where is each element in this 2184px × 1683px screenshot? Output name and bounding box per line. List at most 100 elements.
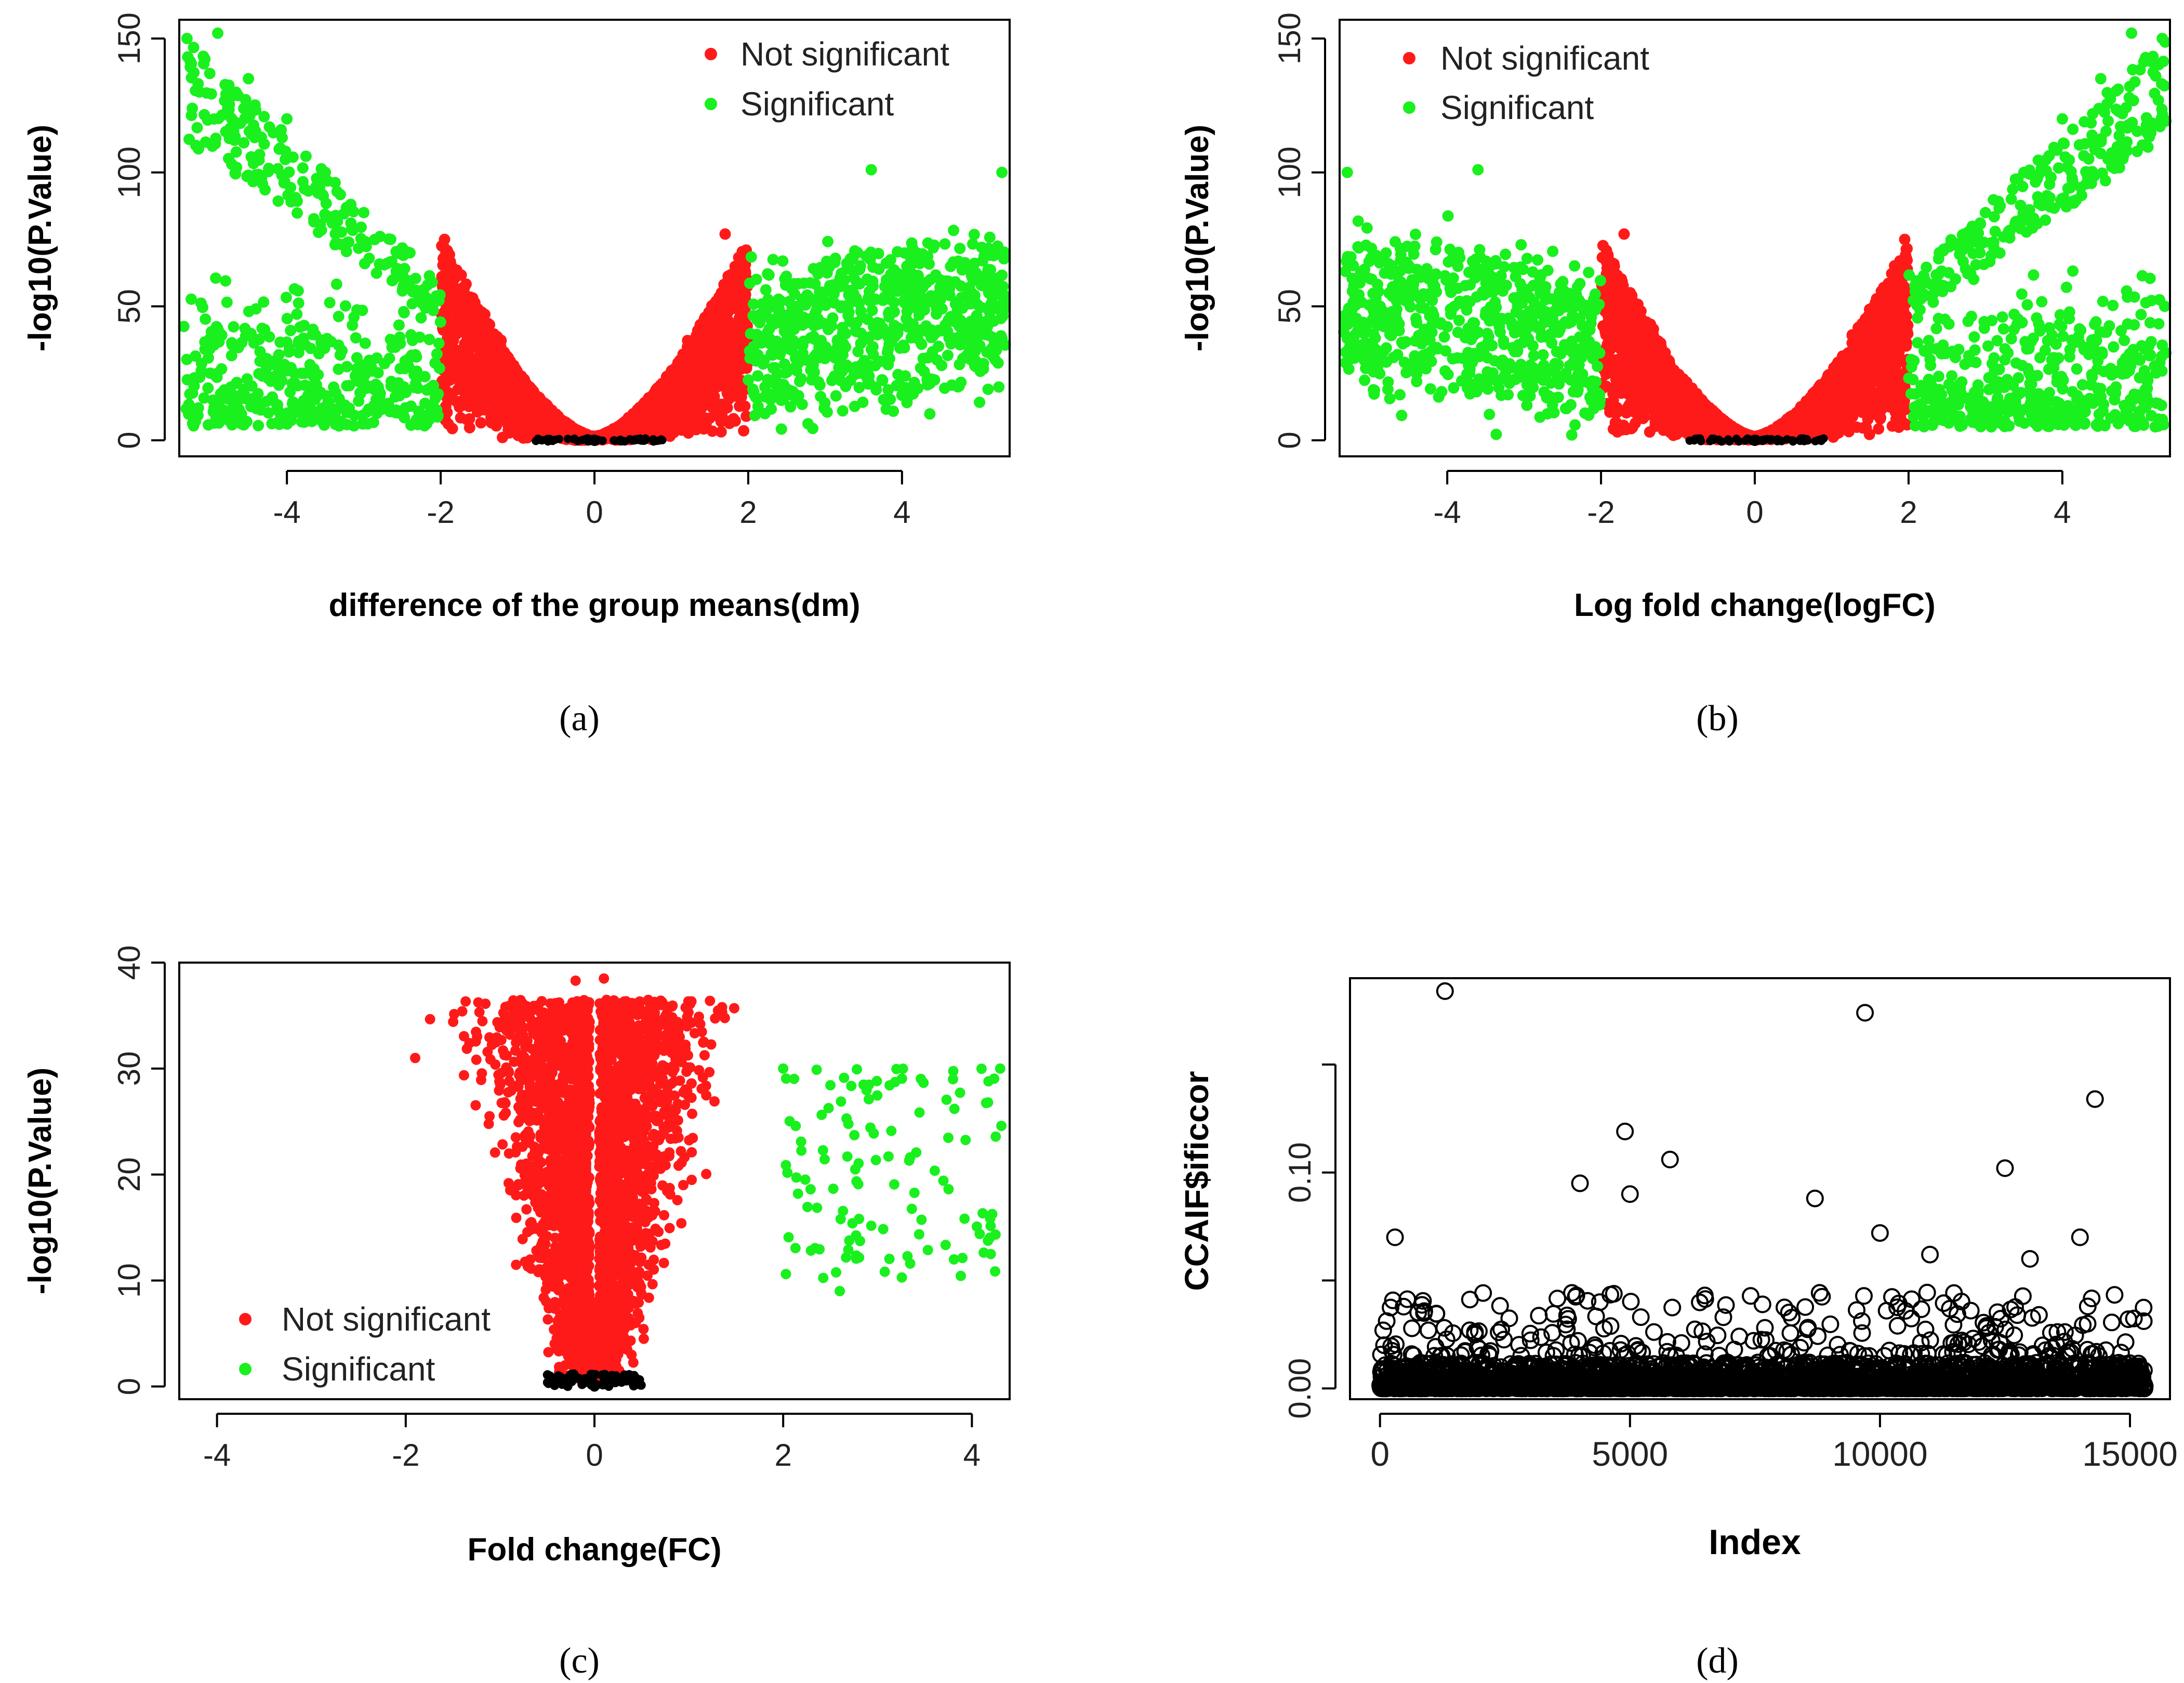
data-point bbox=[341, 380, 353, 392]
data-point bbox=[712, 364, 724, 376]
data-point bbox=[398, 306, 409, 318]
data-point bbox=[293, 297, 305, 309]
data-point bbox=[847, 253, 859, 265]
data-point bbox=[865, 246, 877, 258]
data-point bbox=[220, 126, 232, 138]
data-point bbox=[819, 397, 831, 409]
data-point bbox=[236, 387, 248, 399]
data-point bbox=[693, 373, 705, 385]
data-point bbox=[330, 237, 342, 249]
data-point bbox=[464, 422, 475, 433]
data-point bbox=[725, 363, 737, 375]
data-point bbox=[748, 345, 760, 357]
data-point bbox=[823, 323, 835, 335]
data-point bbox=[723, 387, 735, 399]
data-point bbox=[319, 208, 331, 220]
data-point bbox=[843, 289, 855, 301]
data-point bbox=[961, 261, 973, 273]
data-point bbox=[207, 406, 219, 418]
data-point bbox=[210, 272, 222, 284]
data-point bbox=[376, 403, 388, 415]
data-point bbox=[307, 379, 319, 391]
data-point bbox=[819, 352, 831, 364]
data-point bbox=[967, 238, 978, 250]
y-tick-label: 150 bbox=[112, 12, 147, 64]
data-point bbox=[808, 262, 819, 274]
data-point bbox=[837, 405, 849, 417]
data-point bbox=[286, 398, 298, 410]
data-point bbox=[763, 269, 775, 281]
data-point bbox=[828, 297, 840, 309]
data-point bbox=[563, 435, 572, 443]
data-point bbox=[963, 281, 975, 293]
data-point bbox=[194, 371, 206, 383]
data-point bbox=[917, 248, 928, 260]
y-tick-label: 50 bbox=[112, 289, 147, 324]
data-point bbox=[258, 352, 270, 364]
data-point bbox=[219, 407, 231, 419]
data-point bbox=[228, 321, 240, 333]
data-point bbox=[254, 333, 265, 345]
data-point bbox=[433, 337, 445, 349]
data-point bbox=[696, 326, 708, 337]
data-point bbox=[901, 260, 913, 272]
data-point bbox=[266, 418, 278, 430]
data-point bbox=[710, 349, 722, 361]
data-point bbox=[973, 341, 985, 352]
data-point bbox=[986, 296, 998, 308]
data-point bbox=[821, 267, 833, 279]
data-point bbox=[487, 417, 499, 429]
data-point bbox=[863, 292, 874, 304]
data-point bbox=[641, 403, 653, 415]
data-point bbox=[455, 412, 467, 424]
data-point bbox=[779, 279, 791, 291]
data-point bbox=[905, 332, 917, 344]
data-point bbox=[238, 102, 250, 114]
data-point bbox=[361, 406, 373, 418]
data-point bbox=[972, 299, 984, 311]
data-point bbox=[618, 437, 627, 445]
data-point bbox=[353, 395, 365, 407]
data-point bbox=[992, 240, 1003, 252]
x-tick-label: 4 bbox=[893, 495, 910, 530]
data-point bbox=[182, 51, 194, 63]
data-point bbox=[292, 285, 304, 297]
data-point bbox=[898, 342, 910, 353]
data-point bbox=[352, 371, 364, 383]
data-point bbox=[719, 228, 731, 240]
data-point bbox=[191, 122, 203, 134]
data-point bbox=[343, 402, 355, 414]
data-point bbox=[739, 264, 750, 275]
data-point bbox=[393, 319, 405, 331]
data-point bbox=[865, 164, 877, 176]
data-point bbox=[915, 362, 926, 374]
panel-a-legend-not-significant: Not significant bbox=[740, 35, 949, 73]
data-point bbox=[735, 327, 747, 339]
data-point bbox=[924, 273, 936, 285]
data-point bbox=[445, 305, 457, 317]
data-point bbox=[265, 375, 277, 387]
data-point bbox=[215, 394, 227, 406]
data-point bbox=[211, 367, 223, 379]
data-point bbox=[519, 405, 531, 417]
data-point bbox=[293, 337, 305, 349]
data-point bbox=[298, 395, 310, 406]
data-point bbox=[330, 278, 342, 290]
data-point bbox=[272, 195, 284, 207]
data-point bbox=[882, 293, 894, 305]
data-point bbox=[385, 334, 396, 346]
data-point bbox=[258, 138, 270, 150]
data-point bbox=[409, 378, 421, 389]
data-point bbox=[292, 207, 303, 219]
data-point bbox=[928, 239, 940, 251]
data-point bbox=[944, 283, 956, 295]
data-point bbox=[366, 365, 378, 377]
data-point bbox=[432, 411, 443, 423]
data-point bbox=[199, 336, 211, 348]
data-point bbox=[767, 254, 779, 266]
data-point bbox=[827, 312, 839, 324]
data-point bbox=[186, 72, 197, 84]
data-point bbox=[449, 272, 461, 284]
data-point bbox=[355, 233, 367, 245]
x-tick-label: 2 bbox=[739, 495, 757, 530]
